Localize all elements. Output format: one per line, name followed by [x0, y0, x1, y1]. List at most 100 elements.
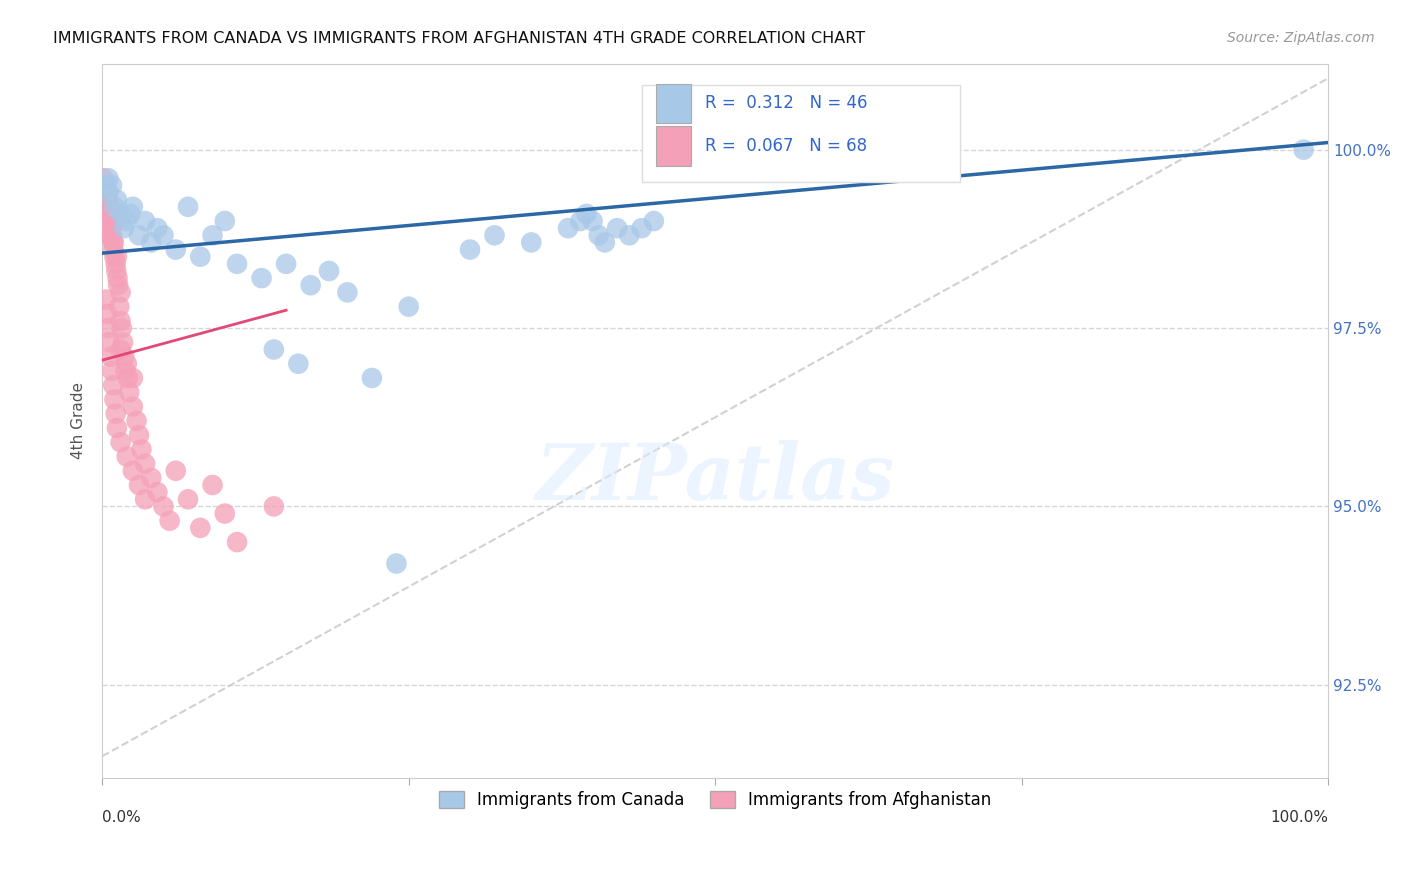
Point — [299, 278, 322, 293]
Point — [263, 500, 285, 514]
Point — [103, 392, 125, 407]
Point — [94, 186, 117, 200]
Point — [581, 214, 603, 228]
Point — [569, 214, 592, 228]
Point — [121, 371, 143, 385]
Point — [588, 228, 610, 243]
Y-axis label: 4th Grade: 4th Grade — [72, 383, 86, 459]
Point — [128, 228, 150, 243]
Point — [226, 535, 249, 549]
Point — [97, 186, 120, 200]
Point — [111, 321, 134, 335]
Point — [336, 285, 359, 300]
Point — [134, 214, 156, 228]
Point — [165, 243, 187, 257]
Point — [112, 350, 135, 364]
Point — [97, 171, 120, 186]
Point — [115, 357, 138, 371]
Point — [121, 464, 143, 478]
Point — [105, 193, 128, 207]
Point — [318, 264, 340, 278]
Point — [177, 200, 200, 214]
Point — [103, 200, 125, 214]
Point — [110, 435, 132, 450]
Point — [101, 228, 124, 243]
Point — [115, 214, 138, 228]
Point — [117, 371, 139, 385]
Point — [107, 278, 129, 293]
Point — [120, 207, 142, 221]
Point — [110, 343, 132, 357]
Point — [385, 557, 408, 571]
Point — [93, 171, 115, 186]
Point — [201, 478, 224, 492]
Point — [557, 221, 579, 235]
Point — [630, 221, 652, 235]
Point — [458, 243, 481, 257]
Point — [98, 200, 121, 214]
Point — [107, 271, 129, 285]
Point — [146, 485, 169, 500]
Point — [112, 335, 135, 350]
Legend: Immigrants from Canada, Immigrants from Afghanistan: Immigrants from Canada, Immigrants from … — [433, 784, 998, 815]
Point — [94, 193, 117, 207]
Point — [214, 507, 236, 521]
Point — [103, 214, 125, 228]
Point — [93, 178, 115, 193]
Point — [484, 228, 506, 243]
Point — [100, 214, 122, 228]
Point — [94, 293, 117, 307]
Point — [108, 300, 131, 314]
Point — [593, 235, 616, 250]
Point — [152, 228, 174, 243]
Point — [101, 364, 124, 378]
Point — [104, 257, 127, 271]
Point — [575, 207, 598, 221]
Point — [96, 200, 118, 214]
Point — [103, 235, 125, 250]
Point — [201, 228, 224, 243]
Point — [134, 457, 156, 471]
Point — [103, 378, 125, 392]
Point — [96, 178, 118, 193]
Point — [105, 250, 128, 264]
Point — [188, 521, 211, 535]
Point — [643, 214, 665, 228]
Point — [131, 442, 153, 457]
Point — [94, 186, 117, 200]
Point — [104, 407, 127, 421]
Point — [287, 357, 309, 371]
Point — [101, 178, 124, 193]
Point — [115, 450, 138, 464]
Point — [110, 207, 132, 221]
Text: 0.0%: 0.0% — [103, 810, 141, 825]
Point — [98, 335, 121, 350]
Point — [105, 421, 128, 435]
Point — [361, 371, 384, 385]
Point — [226, 257, 249, 271]
Point — [619, 228, 641, 243]
Point — [128, 428, 150, 442]
Point — [398, 300, 420, 314]
Point — [103, 250, 125, 264]
Point — [110, 285, 132, 300]
Point — [97, 228, 120, 243]
Point — [128, 478, 150, 492]
Point — [93, 178, 115, 193]
Point — [159, 514, 181, 528]
Point — [141, 471, 163, 485]
Point — [188, 250, 211, 264]
Point — [165, 464, 187, 478]
Point — [97, 193, 120, 207]
Point — [103, 243, 125, 257]
Point — [105, 264, 128, 278]
Point — [1292, 143, 1315, 157]
Text: R =  0.312   N = 46: R = 0.312 N = 46 — [706, 95, 868, 112]
Point — [96, 307, 118, 321]
Point — [110, 314, 132, 328]
Point — [274, 257, 297, 271]
Point — [125, 414, 148, 428]
Point — [100, 221, 122, 235]
Point — [152, 500, 174, 514]
Point — [134, 492, 156, 507]
